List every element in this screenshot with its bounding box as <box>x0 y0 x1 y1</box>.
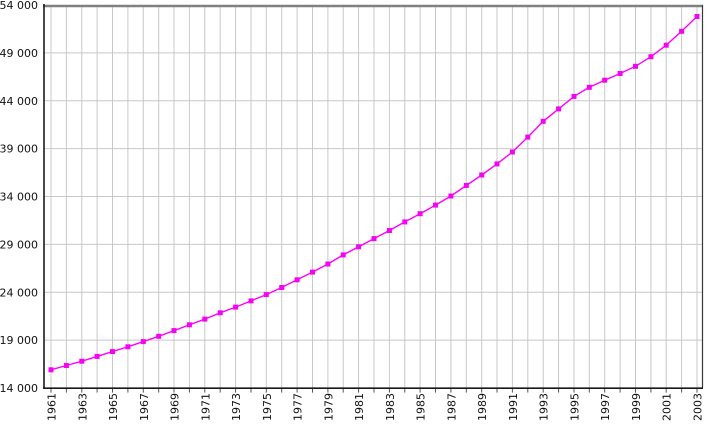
y-gridlines <box>44 52 703 341</box>
svg-text:1995: 1995 <box>569 393 582 421</box>
svg-text:1965: 1965 <box>107 393 120 421</box>
data-point <box>525 134 531 140</box>
svg-text:44 000: 44 000 <box>0 95 38 108</box>
data-point <box>694 14 700 19</box>
data-point <box>310 269 315 275</box>
data-point <box>602 77 608 83</box>
data-point <box>279 285 285 290</box>
data-point <box>233 304 239 310</box>
data-point <box>48 367 54 373</box>
data-point <box>663 42 669 48</box>
data-point <box>79 358 85 364</box>
data-point <box>371 236 377 242</box>
svg-text:1983: 1983 <box>384 393 397 421</box>
svg-text:1985: 1985 <box>415 393 428 421</box>
svg-text:2003: 2003 <box>692 393 705 421</box>
svg-text:1967: 1967 <box>138 393 151 421</box>
population-series <box>48 14 700 373</box>
data-point <box>63 363 69 368</box>
data-point <box>617 71 623 76</box>
svg-text:1991: 1991 <box>507 393 520 421</box>
data-point <box>340 252 346 258</box>
data-point <box>402 219 408 225</box>
data-point <box>417 211 423 217</box>
svg-text:1979: 1979 <box>322 393 335 421</box>
y-axis-labels: 14 000 19 000 24 000 29 000 34 000 39 000 44 0… <box>0 0 38 395</box>
svg-text:54 000: 54 000 <box>0 0 38 12</box>
svg-text:1977: 1977 <box>292 393 305 421</box>
data-point <box>186 322 192 328</box>
data-point <box>125 344 131 350</box>
svg-text:1999: 1999 <box>630 393 643 421</box>
data-point <box>556 106 562 112</box>
data-point <box>294 277 300 283</box>
svg-text:1993: 1993 <box>538 393 551 421</box>
data-point <box>494 161 500 167</box>
svg-text:14 000: 14 000 <box>0 382 38 395</box>
data-point <box>263 292 269 298</box>
svg-text:19 000: 19 000 <box>0 334 38 347</box>
data-point <box>571 93 577 99</box>
svg-text:1987: 1987 <box>445 393 458 421</box>
svg-text:1969: 1969 <box>169 393 182 421</box>
data-point <box>479 172 485 178</box>
x-axis-labels: 1961 1963 1965 1967 1969 1971 1973 1975 1977 1979… <box>46 393 705 421</box>
plot-frame <box>43 4 704 390</box>
data-point <box>217 310 223 316</box>
x-gridlines <box>50 6 698 388</box>
data-point <box>540 118 546 124</box>
data-point <box>140 339 146 345</box>
data-point <box>586 84 592 90</box>
svg-text:2001: 2001 <box>661 393 674 421</box>
svg-text:29 000: 29 000 <box>0 238 38 251</box>
svg-text:1981: 1981 <box>353 393 366 421</box>
data-point <box>94 353 100 359</box>
svg-text:1963: 1963 <box>76 393 89 421</box>
data-point <box>248 298 254 304</box>
data-point <box>110 349 115 355</box>
svg-text:39 000: 39 000 <box>0 143 38 156</box>
svg-text:49 000: 49 000 <box>0 47 38 60</box>
data-point <box>433 202 438 208</box>
svg-text:1989: 1989 <box>476 393 489 421</box>
data-point <box>202 316 208 322</box>
data-point <box>356 244 362 250</box>
data-point <box>386 228 392 233</box>
svg-text:1961: 1961 <box>46 393 59 421</box>
svg-text:1975: 1975 <box>261 393 274 421</box>
data-point <box>325 261 331 267</box>
svg-text:24 000: 24 000 <box>0 286 38 299</box>
svg-text:1997: 1997 <box>599 393 612 421</box>
data-point <box>633 63 638 69</box>
data-point <box>509 149 515 155</box>
svg-text:1973: 1973 <box>230 393 243 421</box>
data-point <box>679 28 685 34</box>
svg-text:1971: 1971 <box>199 393 212 421</box>
data-point <box>171 328 177 334</box>
data-point <box>463 183 469 188</box>
data-point <box>448 193 454 199</box>
data-point <box>156 333 162 339</box>
svg-text:34 000: 34 000 <box>0 191 38 204</box>
data-point <box>648 54 654 60</box>
x-tick-marks <box>50 389 698 393</box>
